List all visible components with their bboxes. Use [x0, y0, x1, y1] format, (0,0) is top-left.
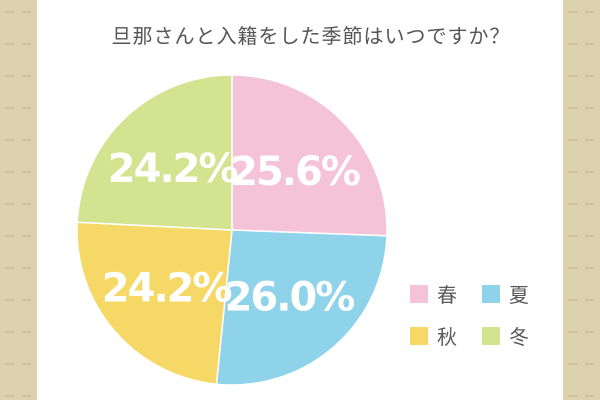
chart-title: 旦那さんと入籍をした季節はいつですか？: [111, 24, 511, 48]
legend-swatch: [482, 327, 500, 345]
legend-label: 秋: [437, 325, 457, 349]
slice-labels: 25.6%26.0%24.2%24.2%: [102, 146, 362, 320]
legend-swatch: [410, 285, 428, 303]
pie-slice: [76, 221, 233, 386]
legend-label: 春: [437, 283, 457, 307]
legend-swatch: [482, 285, 500, 303]
right-border-decoration: [568, 11, 594, 397]
legend-label: 夏: [509, 283, 529, 307]
slice-value-label: 26.0%: [225, 274, 355, 320]
legend-label: 冬: [509, 325, 529, 349]
slice-value-label: 25.6%: [230, 149, 360, 195]
legend: 春 夏秋 冬: [410, 283, 529, 349]
slice-value-label: 24.2%: [108, 146, 238, 192]
pie-slice: [76, 74, 233, 231]
pie-slice: [231, 74, 388, 237]
pie-slice: [215, 229, 388, 386]
legend-swatch: [410, 327, 428, 345]
left-border-decoration: [5, 11, 31, 397]
slice-value-label: 24.2%: [102, 266, 232, 312]
